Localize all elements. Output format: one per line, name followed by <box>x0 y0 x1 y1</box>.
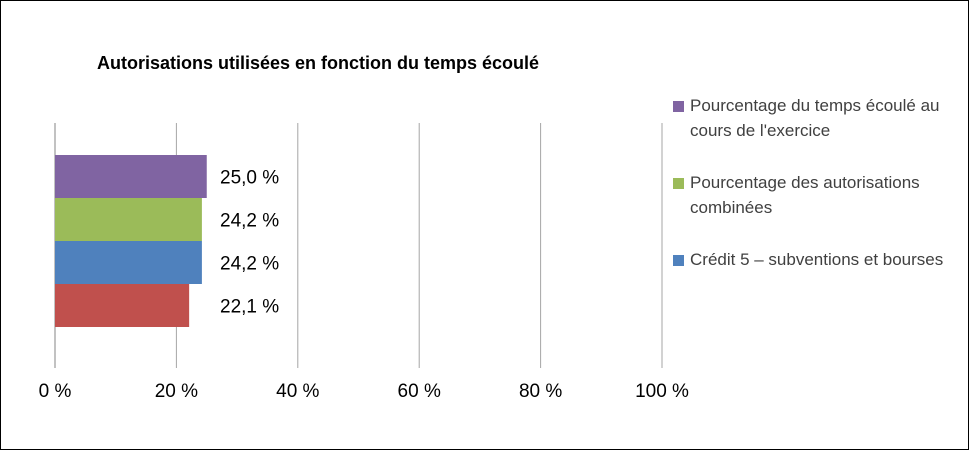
value-labels: 25,0 % 24,2 % 24,2 % 22,1 % <box>220 168 279 318</box>
legend-item-1: Pourcentage des autorisations combinées <box>673 170 968 220</box>
x-tick-label-3: 60 % <box>398 381 441 402</box>
value-label-1: 24,2 % <box>220 211 279 232</box>
legend-item-2: Crédit 5 – subventions et bourses <box>673 247 968 272</box>
x-tick-label-5: 100 % <box>635 381 689 402</box>
bar-3 <box>55 284 190 327</box>
legend: Pourcentage du temps écoulé au cours de … <box>673 93 968 299</box>
bar-2 <box>55 241 202 284</box>
legend-swatch-0 <box>673 101 684 112</box>
x-tick-label-4: 80 % <box>519 381 562 402</box>
bar-1 <box>55 198 202 241</box>
bars <box>55 155 207 327</box>
x-tick-label-0: 0 % <box>39 381 72 402</box>
x-tick-label-2: 40 % <box>276 381 319 402</box>
chart-title: Autorisations utilisées en fonction du t… <box>97 53 540 73</box>
legend-label-0: Pourcentage du temps écoulé au cours de … <box>690 96 940 140</box>
legend-label-1: Pourcentage des autorisations combinées <box>690 173 920 217</box>
legend-item-0: Pourcentage du temps écoulé au cours de … <box>673 93 968 143</box>
value-label-0: 25,0 % <box>220 168 279 189</box>
value-label-3: 22,1 % <box>220 297 279 318</box>
legend-swatch-2 <box>673 255 684 266</box>
x-tick-labels: 0 % 20 % 40 % 60 % 80 % 100 % <box>39 381 689 402</box>
legend-swatch-1 <box>673 178 684 189</box>
x-tick-label-1: 20 % <box>155 381 198 402</box>
value-label-2: 24,2 % <box>220 254 279 275</box>
legend-label-2: Crédit 5 – subventions et bourses <box>690 250 944 269</box>
bar-0 <box>55 155 207 198</box>
